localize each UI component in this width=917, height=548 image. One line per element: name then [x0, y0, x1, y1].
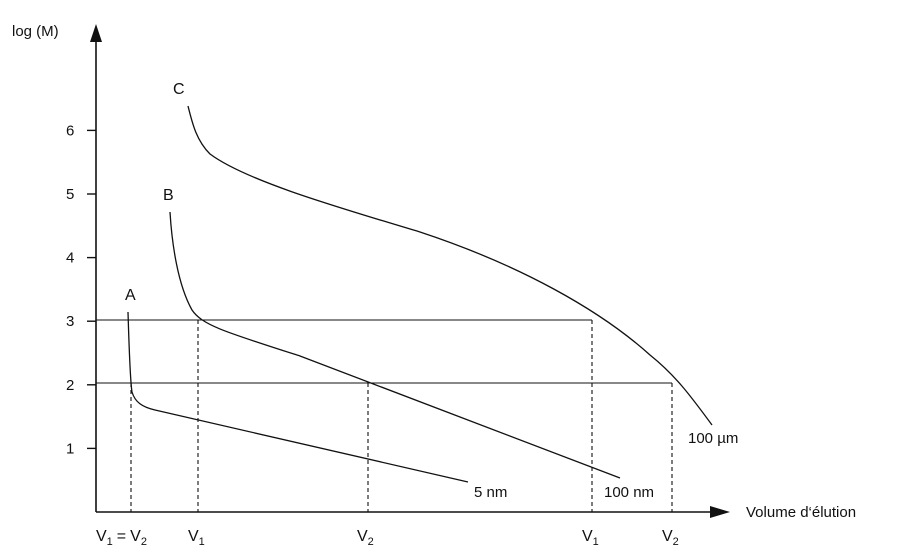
y-tick-label: 4 [66, 250, 74, 267]
y-tick-label: 1 [66, 440, 74, 457]
curve-end-label-C: 100 µm [688, 430, 738, 447]
volume-marker-A: V1 = V2 [96, 528, 147, 548]
volume-marker-B-V2: V2 [357, 528, 374, 548]
volume-marker-B-V1: V1 [188, 528, 205, 548]
y-tick-label: 2 [66, 377, 74, 394]
curve-label-B: B [163, 187, 174, 204]
y-axis-arrow [90, 24, 102, 42]
x-axis-label: Volume d‘élution [746, 504, 856, 521]
x-axis-arrow [710, 506, 730, 518]
curve-C [187, 105, 713, 426]
curve-label-C: C [173, 81, 185, 98]
curve-A [127, 311, 469, 483]
y-tick-label: 3 [66, 313, 74, 330]
y-axis-label: log (M) [12, 23, 59, 40]
curve-end-label-A: 5 nm [474, 484, 507, 501]
y-ticks: 1 2 3 4 5 6 [66, 122, 96, 457]
curve-label-A: A [125, 287, 136, 304]
curve-end-label-B: 100 nm [604, 484, 654, 501]
curve-B [169, 211, 621, 479]
y-tick-label: 5 [66, 186, 74, 203]
volume-marker-C-V1: V1 [582, 528, 599, 548]
y-tick-label: 6 [66, 122, 74, 139]
volume-marker-C-V2: V2 [662, 528, 679, 548]
